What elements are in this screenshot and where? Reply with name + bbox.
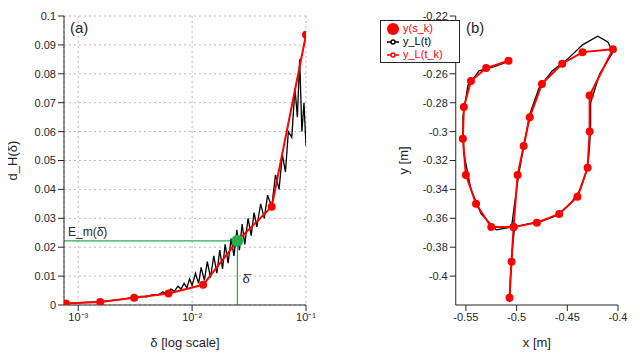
svg-text:0.1: 0.1	[41, 10, 56, 22]
svg-text:0.04: 0.04	[35, 183, 56, 195]
svg-text:0.03: 0.03	[35, 212, 56, 224]
svg-text:x [m]: x [m]	[523, 335, 551, 350]
svg-text:-0.4: -0.4	[429, 270, 448, 282]
svg-text:0.02: 0.02	[35, 241, 56, 253]
svg-text:δ [log scale]: δ [log scale]	[150, 335, 219, 350]
svg-text:-0.36: -0.36	[423, 212, 448, 224]
svg-text:-0.4: -0.4	[609, 311, 628, 323]
svg-text:-0.34: -0.34	[423, 183, 448, 195]
html-text:(b): (b)	[466, 19, 485, 36]
svg-text:-0.45: -0.45	[555, 311, 580, 323]
svg-text:10⁻¹: 10⁻¹	[296, 311, 316, 323]
svg-text:-0.38: -0.38	[423, 241, 448, 253]
svg-text:-0.24: -0.24	[423, 39, 448, 51]
svg-text:0: 0	[50, 299, 56, 311]
svg-text:d_H(δ): d_H(δ)	[8, 141, 20, 181]
svg-text:0.01: 0.01	[35, 270, 56, 282]
svg-text:-0.3: -0.3	[429, 126, 448, 138]
html-text:y(s_k): y(s_k)	[403, 22, 433, 34]
svg-text:0.06: 0.06	[35, 126, 56, 138]
svg-text:0.09: 0.09	[35, 39, 56, 51]
svg-text:-0.28: -0.28	[423, 97, 448, 109]
svg-text:-0.32: -0.32	[423, 154, 448, 166]
svg-text:y [m]: y [m]	[396, 146, 411, 174]
svg-text:-0.22: -0.22	[423, 10, 448, 22]
svg-text:E_m(δ̄): E_m(δ̄)	[68, 225, 107, 239]
svg-text:δ̄: δ̄	[242, 271, 251, 286]
html-text:y_L(t): y_L(t)	[403, 35, 432, 48]
svg-text:0.07: 0.07	[35, 97, 56, 109]
html-text:y_L(t_k): y_L(t_k)	[403, 48, 443, 61]
svg-text:-0.26: -0.26	[423, 68, 448, 80]
svg-text:-0.55: -0.55	[453, 311, 478, 323]
svg-text:0.05: 0.05	[35, 154, 56, 166]
html-text:(a): (a)	[70, 19, 89, 36]
svg-text:-0.5: -0.5	[507, 311, 526, 323]
svg-text:10⁻³: 10⁻³	[68, 311, 88, 323]
svg-text:10⁻²: 10⁻²	[182, 311, 202, 323]
svg-text:0.08: 0.08	[35, 68, 56, 80]
